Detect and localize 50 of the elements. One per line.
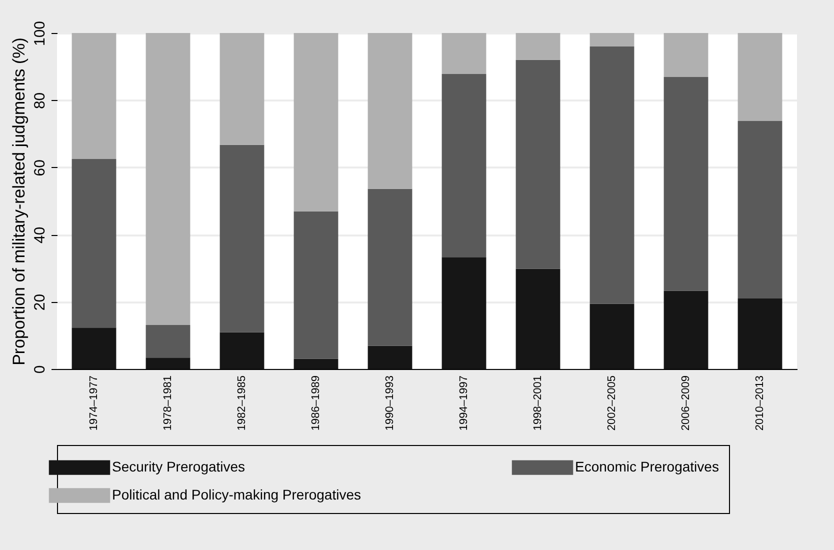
bar — [738, 33, 782, 122]
bar — [590, 33, 634, 46]
x-tick-label: 1990–1993 — [384, 376, 396, 431]
x-tick-label: 1978–1981 — [162, 376, 174, 431]
bar — [738, 298, 782, 369]
bar — [368, 33, 412, 189]
y-tick-label: 0 — [32, 365, 48, 374]
bar — [220, 144, 264, 332]
bar — [294, 211, 338, 359]
bar — [442, 257, 486, 369]
bar — [664, 77, 708, 291]
bar — [442, 74, 486, 258]
x-tick-label: 2002–2005 — [606, 376, 618, 431]
bar — [590, 304, 634, 369]
bar — [146, 358, 190, 369]
bar — [664, 290, 708, 369]
bar — [590, 46, 634, 304]
y-axis-title: Proportion of military-related judgments (%) — [10, 38, 28, 366]
bar — [664, 33, 708, 78]
y-tick-label: 20 — [32, 294, 48, 311]
bar — [294, 33, 338, 212]
bar — [72, 328, 116, 369]
x-tick-label: 1986–1989 — [310, 376, 322, 431]
x-tick-label: 1994–1997 — [458, 376, 470, 431]
bar — [146, 33, 190, 325]
bar — [442, 33, 486, 74]
bar — [516, 33, 560, 60]
bar — [146, 324, 190, 358]
bar — [368, 188, 412, 346]
y-tick-label: 60 — [32, 160, 48, 176]
x-tick-label: 1974–1977 — [88, 376, 100, 431]
legend-label: Security Prerogatives — [112, 458, 246, 475]
bar — [72, 33, 116, 159]
x-tick-label: 2010–2013 — [754, 376, 766, 431]
bar — [516, 268, 560, 369]
bar — [72, 159, 116, 328]
x-tick-label: 1982–1985 — [236, 376, 248, 431]
legend-label: Economic Prerogatives — [575, 458, 719, 475]
bar — [738, 121, 782, 298]
bar — [516, 60, 560, 269]
x-tick-label: 2006–2009 — [680, 376, 692, 431]
y-tick-label: 80 — [32, 92, 48, 110]
bar — [368, 346, 412, 369]
bar — [220, 332, 264, 369]
x-tick-label: 1998–2001 — [532, 376, 544, 431]
y-tick-label: 100 — [32, 20, 48, 46]
bar — [220, 33, 264, 145]
legend-label: Political and Policy-making Prerogatives — [112, 486, 361, 502]
bar — [294, 358, 338, 369]
y-tick-label: 40 — [32, 226, 48, 244]
